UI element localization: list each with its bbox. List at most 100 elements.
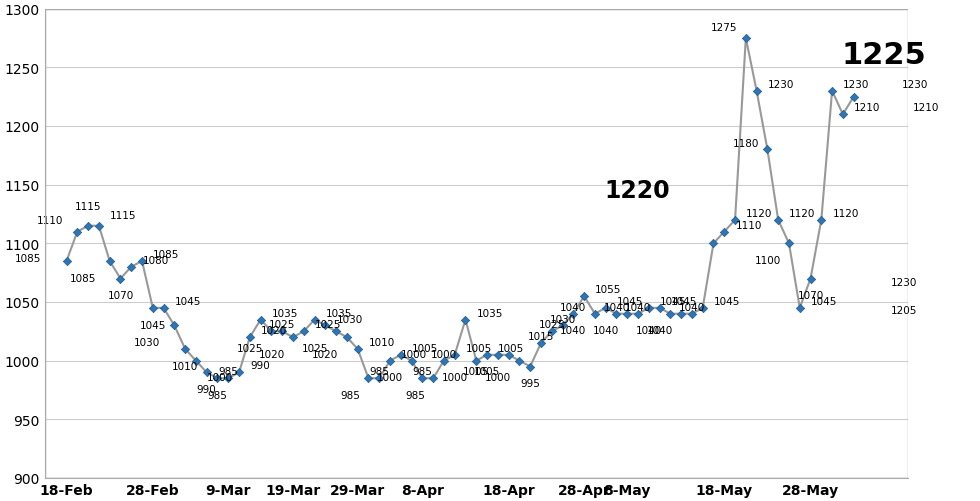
Point: [102, 258, 118, 266]
Point: [738, 35, 754, 43]
Point: [242, 334, 258, 342]
Point: [533, 339, 549, 347]
Text: 985: 985: [208, 390, 227, 400]
Text: 1035: 1035: [476, 308, 503, 318]
Text: 1000: 1000: [401, 349, 427, 359]
Text: 1085: 1085: [70, 273, 96, 283]
Text: 1030: 1030: [550, 314, 575, 324]
Point: [565, 310, 581, 318]
Point: [716, 228, 732, 236]
Text: 1085: 1085: [153, 249, 179, 260]
Text: 1005: 1005: [464, 367, 489, 377]
Point: [350, 345, 366, 353]
Text: 1000: 1000: [207, 373, 233, 383]
Text: 1040: 1040: [561, 302, 586, 312]
Text: 1010: 1010: [368, 337, 395, 347]
Text: 1025: 1025: [237, 343, 263, 353]
Point: [673, 310, 689, 318]
Point: [59, 258, 74, 266]
Point: [813, 216, 829, 224]
Point: [727, 216, 743, 224]
Text: 985: 985: [405, 390, 424, 400]
Text: 1070: 1070: [108, 291, 133, 301]
Text: 1035: 1035: [325, 308, 352, 318]
Point: [425, 374, 441, 382]
Text: 1035: 1035: [271, 308, 298, 318]
Text: 1005: 1005: [474, 367, 500, 377]
Point: [123, 263, 139, 271]
Point: [177, 345, 193, 353]
Text: 1000: 1000: [377, 373, 403, 383]
Text: 1040: 1040: [679, 302, 705, 312]
Point: [803, 275, 818, 283]
Point: [824, 88, 840, 96]
Point: [371, 374, 387, 382]
Point: [145, 304, 161, 312]
Point: [274, 328, 290, 336]
Text: 995: 995: [520, 378, 540, 388]
Point: [296, 328, 312, 336]
Text: 1020: 1020: [261, 326, 287, 336]
Text: 985: 985: [340, 390, 360, 400]
Point: [361, 374, 376, 382]
Text: 1015: 1015: [528, 332, 554, 341]
Point: [792, 304, 808, 312]
Point: [512, 357, 527, 365]
Point: [760, 146, 775, 154]
Point: [80, 222, 96, 230]
Text: 1005: 1005: [412, 343, 438, 353]
Text: 1020: 1020: [259, 349, 284, 359]
Text: 1115: 1115: [110, 210, 136, 220]
Point: [652, 304, 667, 312]
Text: 1275: 1275: [711, 23, 738, 33]
Bar: [45, 10, 907, 478]
Text: 1040: 1040: [561, 326, 587, 336]
Point: [318, 322, 333, 330]
Text: 1045: 1045: [139, 320, 166, 330]
Text: 1210: 1210: [912, 103, 939, 113]
Text: 990: 990: [250, 361, 270, 371]
Text: 1120: 1120: [789, 208, 815, 218]
Text: 985: 985: [369, 367, 389, 377]
Point: [91, 222, 107, 230]
Text: 1045: 1045: [670, 296, 697, 306]
Point: [501, 351, 516, 359]
Text: 990: 990: [197, 384, 217, 394]
Text: 1085: 1085: [15, 254, 41, 264]
Point: [382, 357, 398, 365]
Text: 1110: 1110: [37, 216, 64, 226]
Point: [285, 334, 301, 342]
Point: [846, 94, 861, 102]
Text: 1115: 1115: [74, 202, 101, 212]
Text: 1040: 1040: [604, 302, 629, 312]
Point: [468, 357, 484, 365]
Text: 1080: 1080: [142, 256, 169, 266]
Text: 1205: 1205: [891, 306, 917, 316]
Point: [393, 351, 409, 359]
Text: 1110: 1110: [735, 220, 761, 230]
Point: [609, 310, 624, 318]
Text: 1045: 1045: [174, 296, 201, 306]
Point: [156, 304, 171, 312]
Text: 1025: 1025: [315, 320, 341, 330]
Point: [134, 258, 150, 266]
Text: 1000: 1000: [485, 373, 512, 383]
Text: 985: 985: [219, 367, 238, 377]
Point: [749, 88, 764, 96]
Text: 1230: 1230: [767, 80, 794, 90]
Point: [264, 328, 279, 336]
Text: 1030: 1030: [336, 314, 363, 324]
Text: 1030: 1030: [134, 338, 161, 347]
Text: 1225: 1225: [842, 41, 927, 70]
Point: [619, 310, 635, 318]
Text: 1010: 1010: [172, 361, 198, 371]
Text: 1000: 1000: [442, 373, 467, 383]
Point: [339, 334, 355, 342]
Point: [415, 374, 430, 382]
Point: [781, 240, 797, 248]
Point: [199, 369, 215, 377]
Point: [770, 216, 786, 224]
Text: 1040: 1040: [647, 326, 673, 336]
Point: [544, 328, 560, 336]
Point: [188, 357, 204, 365]
